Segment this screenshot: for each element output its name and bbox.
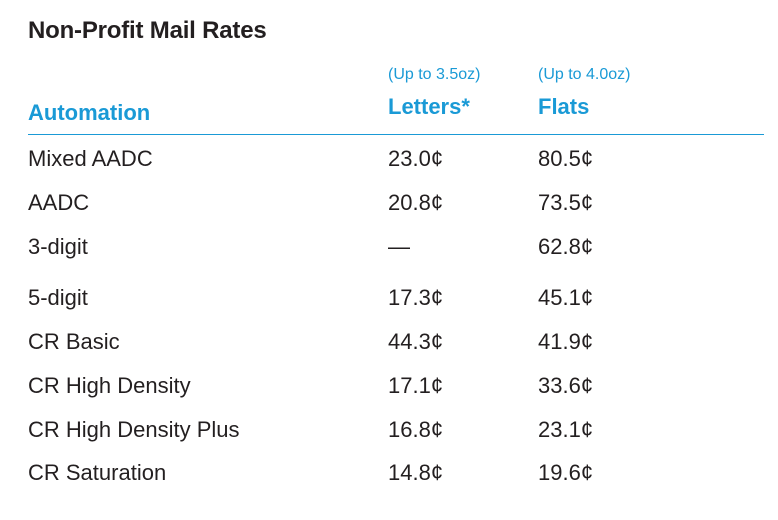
letters-column-header: Letters* (388, 94, 470, 119)
letters-rate: 16.8¢ (388, 417, 444, 442)
letters-rate: 14.8¢ (388, 460, 444, 485)
table-row: AADC 20.8¢ 73.5¢ (0, 190, 778, 220)
category-column-header: Automation (28, 100, 151, 125)
letters-rate: 44.3¢ (388, 329, 444, 354)
table-row: Mixed AADC 23.0¢ 80.5¢ (0, 146, 778, 176)
table-row: CR High Density Plus 16.8¢ 23.1¢ (0, 417, 778, 447)
table-row: CR Saturation 14.8¢ 19.6¢ (0, 460, 778, 490)
header-divider (28, 134, 764, 135)
table-row: 3-digit — 62.8¢ (0, 234, 778, 264)
letters-rate: 23.0¢ (388, 146, 444, 171)
rate-category: CR High Density Plus (28, 417, 240, 442)
table-row: 5-digit 17.3¢ 45.1¢ (0, 285, 778, 315)
rate-category: 5-digit (28, 285, 88, 310)
flats-rate: 33.6¢ (538, 373, 594, 398)
table-row: CR Basic 44.3¢ 41.9¢ (0, 329, 778, 359)
rate-category: CR High Density (28, 373, 191, 398)
flats-rate: 62.8¢ (538, 234, 594, 259)
flats-rate: 41.9¢ (538, 329, 594, 354)
flats-weight-note: (Up to 4.0oz) (538, 66, 631, 83)
table-row: CR High Density 17.1¢ 33.6¢ (0, 373, 778, 403)
rate-category: AADC (28, 190, 90, 215)
rate-category: CR Saturation (28, 460, 167, 485)
letters-weight-note: (Up to 3.5oz) (388, 66, 481, 83)
flats-rate: 23.1¢ (538, 417, 594, 442)
rate-category: 3-digit (28, 234, 88, 259)
rate-category: Mixed AADC (28, 146, 153, 171)
letters-rate: 17.1¢ (388, 373, 444, 398)
flats-rate: 73.5¢ (538, 190, 594, 215)
flats-rate: 80.5¢ (538, 146, 594, 171)
flats-column-header: Flats (538, 94, 590, 119)
letters-rate: 20.8¢ (388, 190, 444, 215)
rate-category: CR Basic (28, 329, 120, 354)
flats-rate: 45.1¢ (538, 285, 594, 310)
letters-rate: — (388, 234, 410, 259)
flats-rate: 19.6¢ (538, 460, 594, 485)
page-title: Non-Profit Mail Rates (28, 17, 267, 44)
letters-rate: 17.3¢ (388, 285, 444, 310)
